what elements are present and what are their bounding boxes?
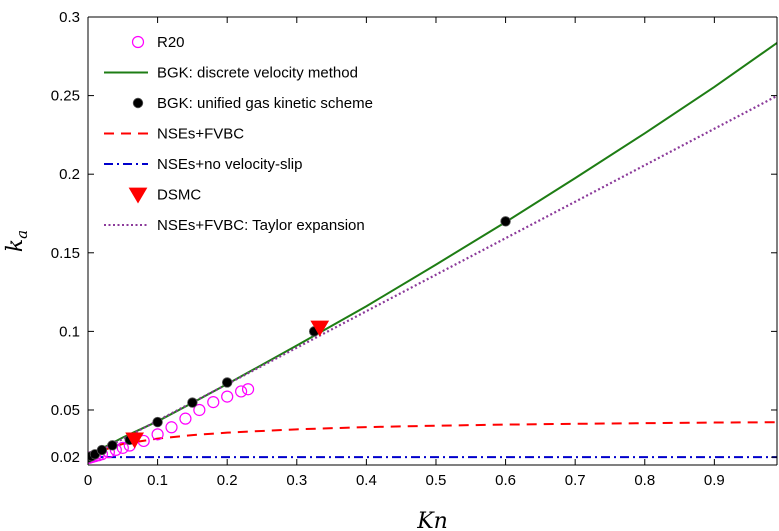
axes-layer: 0 0.1 0.2 0.3 0.4 0.5 0.6 0.7 0.8 0.9 0.02 0.05 0.1 0… [51,9,778,489]
legend-item: BGK: unified gas kinetic scheme [132,95,373,112]
data-point-triangle-down [310,320,330,337]
x-tick-label: 0.6 [495,472,516,489]
legend-swatch [128,187,148,204]
y-tick-label: 0.3 [59,9,80,26]
series-layer [88,42,777,465]
data-point-circle-open [179,412,192,425]
legend-label: NSEs+no velocity-slip [157,156,302,173]
legend-swatch [132,97,144,109]
legend-item: NSEs+no velocity-slip [104,156,302,173]
data-point-dot-filled [221,377,233,388]
x-tick-label: 0.1 [147,472,168,489]
legend-label: BGK: unified gas kinetic scheme [157,95,373,112]
x-tick-label: 0.5 [426,472,447,489]
x-tick-label: 0.7 [565,472,586,489]
legend-label: NSEs+FVBC [157,126,244,143]
legend-label: NSEs+FVBC: Taylor expansion [157,217,365,234]
y-tick-label: 0.1 [59,323,80,340]
x-tick-label: 0.3 [286,472,307,489]
x-tick-label: 0 [84,472,92,489]
legend-item: BGK: discrete velocity method [104,65,358,82]
data-point-dot-filled [96,444,108,456]
legend: R20 BGK: discrete velocity method BGK: uni… [104,34,373,234]
data-point-dot-filled [187,397,198,408]
series-line-nses-fvbc-taylor-expansion [88,94,777,459]
legend-item: NSEs+FVBC [104,126,244,143]
legend-label: DSMC [157,187,201,204]
y-tick-label: 0.25 [51,88,80,105]
y-tick-label: 0.02 [51,449,80,466]
y-tick-label: 0.15 [51,245,80,262]
legend-swatch [131,35,145,49]
legend-item: R20 [131,34,185,51]
data-point-circle-open [207,396,220,409]
legend-label: BGK: discrete velocity method [157,65,358,82]
y-tick-label: 0.05 [51,402,80,419]
y-axis-label: ka [3,230,31,252]
plot-area [88,17,777,465]
legend-item: NSEs+FVBC: Taylor expansion [104,217,365,234]
x-tick-label: 0.4 [356,472,377,489]
data-point-triangle-down [125,432,145,449]
data-point-circle-open [151,428,164,441]
x-tick-label: 0.8 [634,472,655,489]
legend-item: DSMC [128,187,201,204]
y-tick-label: 0.2 [59,166,80,183]
data-point-circle-open [193,403,206,417]
y-axis-label-sub: a [13,230,31,239]
y-axis-label-main: k [3,239,28,252]
legend-label: R20 [157,34,185,51]
data-point-circle-open [221,390,234,403]
data-point-circle-open [116,441,129,454]
data-point-circle-open [241,383,255,396]
x-axis-label: Kn [416,509,448,531]
data-point-circle-open [165,421,178,434]
plot-background [88,17,777,465]
data-point-dot-filled [500,216,511,227]
data-point-circle-open [235,385,248,398]
data-point-dot-filled [152,416,163,428]
x-tick-label: 0.9 [704,472,725,489]
data-point-dot-filled [107,440,118,451]
x-tick-label: 0.2 [217,472,238,489]
